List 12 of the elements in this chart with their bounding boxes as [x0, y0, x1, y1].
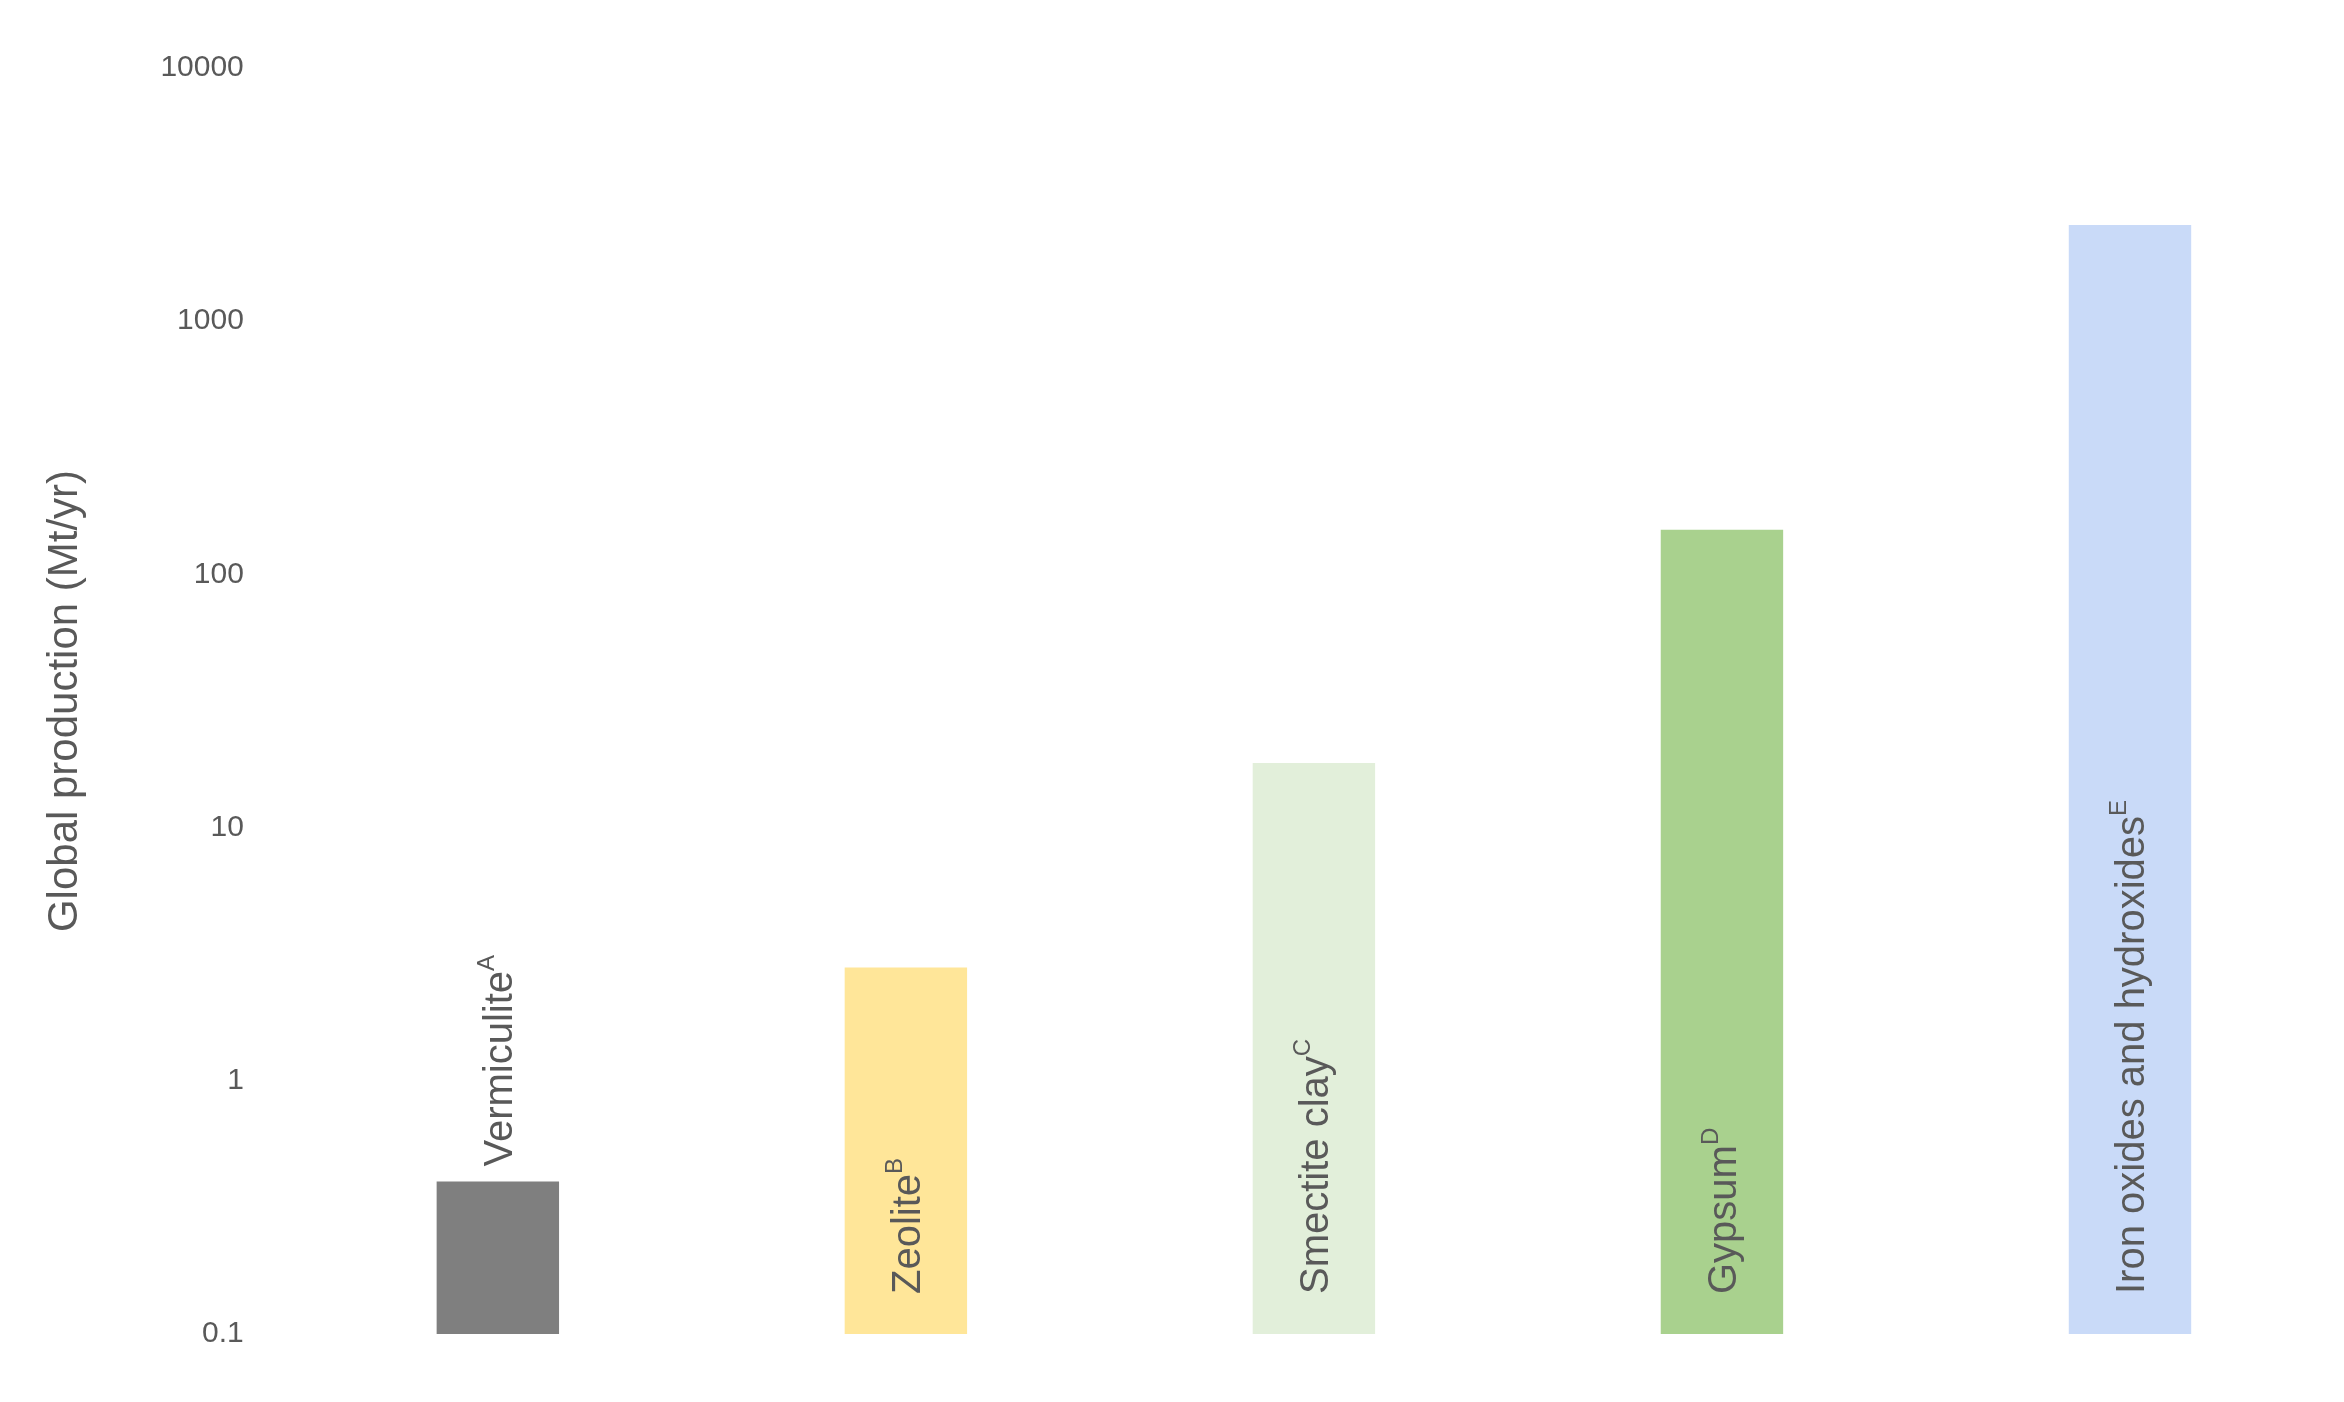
y-tick-label: 1000: [177, 302, 244, 336]
x-tick-label: VermiculiteA: [471, 954, 520, 1167]
x-tick-label: Smectite clayC: [1287, 1038, 1336, 1294]
y-tick-label: 10: [210, 808, 244, 842]
x-tick-label: Iron oxides and hydroxidesE: [2103, 799, 2152, 1294]
y-tick-label: 100: [193, 555, 244, 589]
y-axis-title: Global production (Mt/yr): [38, 469, 86, 933]
x-tick-label: GypsumD: [1695, 1127, 1744, 1294]
y-tick-label: 0.1: [202, 1315, 244, 1349]
y-tick-label: 10000: [160, 49, 244, 83]
x-tick-label: ZeoliteB: [879, 1157, 928, 1294]
y-tick-label: 1: [227, 1062, 244, 1096]
